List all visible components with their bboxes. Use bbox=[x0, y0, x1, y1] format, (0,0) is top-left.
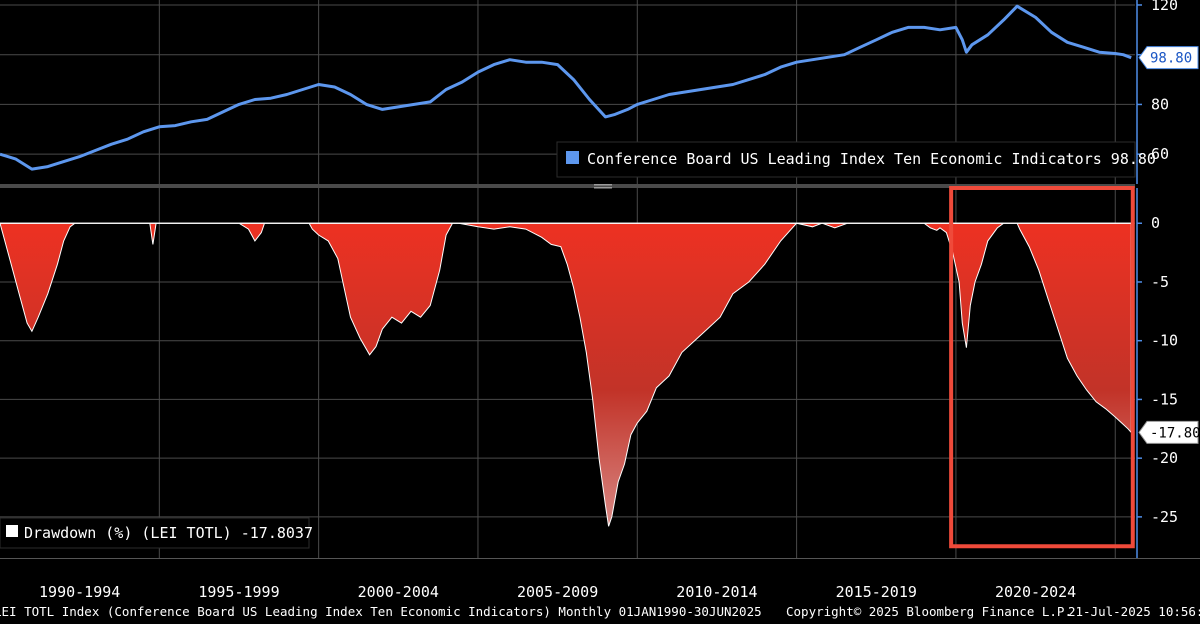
top-panel-gridlines bbox=[0, 0, 1135, 184]
drawdown-area bbox=[0, 222, 1132, 527]
footer: LEI TOTL Index (Conference Board US Lead… bbox=[0, 604, 1200, 619]
panel-divider bbox=[0, 184, 1135, 188]
top-legend-label: Conference Board US Leading Index Ten Ec… bbox=[587, 150, 1156, 168]
bottom-tick-label: 0 bbox=[1151, 214, 1160, 232]
bottom-legend: Drawdown (%) (LEI TOTL) -17.8037 bbox=[0, 517, 313, 549]
top-last-value-marker: 98.80 bbox=[1138, 46, 1199, 70]
period-label: 2015-2019 bbox=[836, 583, 917, 601]
footer-copyright: Copyright© 2025 Bloomberg Finance L.P. bbox=[786, 604, 1072, 619]
footer-source: LEI TOTL Index (Conference Board US Lead… bbox=[0, 604, 762, 619]
bottom-legend-swatch bbox=[6, 525, 18, 537]
top-last-value-box bbox=[1138, 46, 1199, 70]
top-tick-label: 120 bbox=[1151, 0, 1178, 14]
bottom-tick-label: -20 bbox=[1151, 449, 1178, 467]
top-last-value-label: 98.80 bbox=[1150, 51, 1192, 67]
bottom-tick-label: -15 bbox=[1151, 390, 1178, 408]
bottom-tick-label: -10 bbox=[1151, 332, 1178, 350]
bottom-legend-box bbox=[0, 517, 310, 549]
lei-index-line bbox=[0, 4, 1132, 171]
top-legend-box bbox=[556, 141, 1136, 178]
top-tick-label: 80 bbox=[1151, 95, 1169, 113]
divider-handle-line-2 bbox=[594, 187, 612, 189]
period-label: 2000-2004 bbox=[358, 583, 439, 601]
x-axis-band bbox=[0, 558, 1200, 559]
divider-handle[interactable] bbox=[594, 184, 612, 189]
top-legend-swatch bbox=[566, 151, 579, 164]
bottom-tick-label: -5 bbox=[1151, 273, 1169, 291]
footer-timestamp: 21-Jul-2025 10:56: bbox=[1068, 604, 1200, 619]
period-label: 1995-1999 bbox=[198, 583, 279, 601]
bottom-last-value-label: -17.80 bbox=[1150, 425, 1200, 441]
bottom-last-value-box bbox=[1138, 420, 1199, 444]
period-label: 2005-2009 bbox=[517, 583, 598, 601]
period-label: 2020-2024 bbox=[995, 583, 1076, 601]
top-tick-label: 60 bbox=[1151, 145, 1169, 163]
period-label: 2010-2014 bbox=[676, 583, 757, 601]
x-axis-period-labels: 1990-1994 1995-1999 2000-2004 2005-2009 2010… bbox=[39, 583, 1076, 601]
highlight-rectangle bbox=[949, 186, 1135, 549]
period-label: 1990-1994 bbox=[39, 583, 120, 601]
bottom-tick-label: -25 bbox=[1151, 508, 1178, 526]
bottom-y-axis: 0 -5 -10 -15 -20 -25 bbox=[1136, 188, 1178, 558]
top-legend: Conference Board US Leading Index Ten Ec… bbox=[556, 141, 1156, 178]
bottom-legend-label: Drawdown (%) (LEI TOTL) -17.8037 bbox=[24, 524, 313, 542]
bottom-last-value-marker: -17.80 bbox=[1138, 420, 1200, 444]
divider-handle-line-1 bbox=[594, 184, 612, 186]
